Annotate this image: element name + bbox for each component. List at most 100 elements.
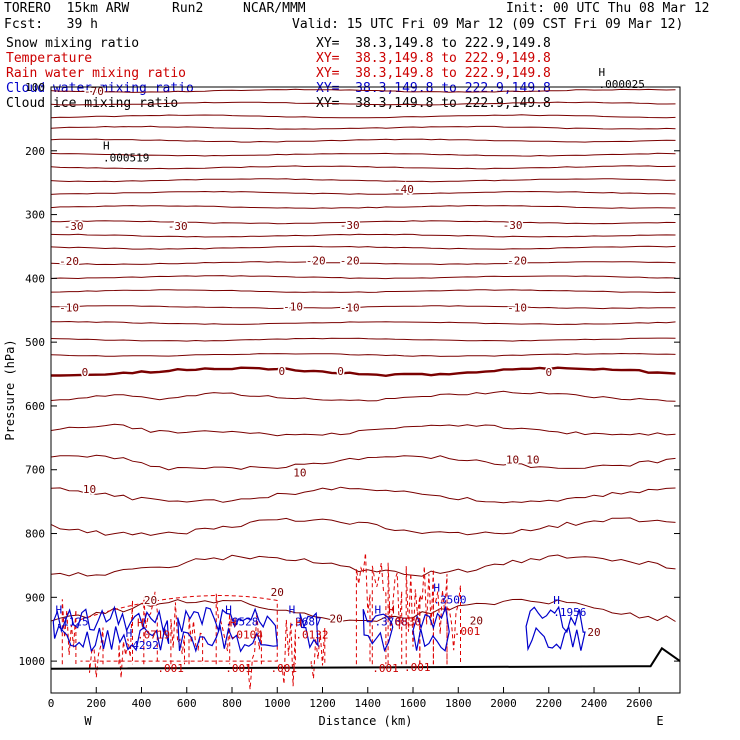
x-tick-label: 400	[132, 697, 152, 710]
cloud-water-contour	[412, 605, 450, 652]
maximum-marker: H	[56, 604, 63, 617]
x-tick-label: 600	[177, 697, 197, 710]
x-tick-label: 1000	[264, 697, 291, 710]
x-tick-label: 2000	[490, 697, 517, 710]
maximum-marker: H	[230, 616, 237, 629]
x-tick-label: 2400	[581, 697, 608, 710]
maximum-marker: H	[599, 66, 606, 79]
west-label: W	[84, 714, 92, 728]
x-tick-label: 2200	[536, 697, 563, 710]
temperature-label: 10	[526, 454, 539, 467]
plot-frame	[50, 86, 681, 694]
field-name-cloud-ice: Cloud ice mixing ratio	[6, 96, 179, 111]
maximum-marker: H	[103, 139, 110, 152]
temperature-label: -30	[340, 219, 360, 232]
maximum-marker: H	[289, 604, 296, 617]
maximum-marker: H	[375, 604, 382, 617]
maximum-value: .001	[454, 625, 481, 638]
rain-contour	[355, 552, 371, 665]
temperature-label: -40	[394, 183, 414, 196]
field-xy-snow: XY= 38.3,149.8 to 222.9,149.8	[316, 36, 551, 51]
isotherm-line	[51, 337, 676, 342]
isotherm-line	[51, 454, 676, 471]
y-tick-label: 400	[25, 272, 45, 285]
rain-contour	[405, 566, 421, 665]
field-name-temperature: Temperature	[6, 51, 93, 66]
maximum-value: .1956	[553, 606, 586, 619]
rain-contour	[170, 602, 185, 665]
contour-labels: -70-40-30 -30 -30 -30-20 -20 -20 -20-10 -10 -10-…	[56, 66, 645, 675]
isotherm-line	[51, 204, 676, 209]
field-name-rain: Rain water mixing ratio	[6, 66, 187, 81]
forecast-hour: Fcst: 39 h	[4, 17, 98, 32]
maximum-value: .8528	[225, 616, 258, 629]
y-tick-label: 300	[25, 209, 45, 222]
isotherm-line	[51, 275, 676, 280]
temperature-label: 20	[329, 612, 342, 625]
x-tick-label: 1800	[445, 697, 472, 710]
temperature-label: 20	[470, 614, 483, 627]
isotherm-line	[51, 178, 676, 183]
x-tick-label: 2600	[626, 697, 653, 710]
maximum-marker: H	[433, 581, 440, 594]
x-tick-label: 1400	[355, 697, 382, 710]
init-time: Init: 00 UTC Thu 08 Mar 12	[506, 1, 710, 16]
y-tick-label: 600	[25, 400, 45, 413]
isotherm-line	[51, 245, 676, 250]
x-tick-label: 800	[222, 697, 242, 710]
y-tick-label: 500	[25, 336, 45, 349]
rain-contour	[143, 591, 158, 665]
temperature-label: 10	[83, 483, 96, 496]
isotherm-line	[51, 517, 676, 536]
maximum-marker: H	[553, 594, 560, 607]
maximum-marker: H	[295, 616, 302, 629]
maximum-value: .001	[270, 662, 297, 675]
rain-water-contours	[61, 552, 461, 690]
rain-contour	[281, 619, 296, 687]
maximum-value: .3687	[289, 616, 322, 629]
x-tick-label: 200	[86, 697, 106, 710]
temperature-label: -10	[283, 300, 303, 313]
rain-contour	[61, 599, 77, 665]
field-name-snow: Snow mixing ratio	[6, 36, 140, 51]
temperature-label: -20	[507, 255, 527, 268]
field-xy-temperature: XY= 38.3,149.8 to 222.9,149.8	[316, 51, 551, 66]
rain-contour	[89, 627, 104, 678]
rain-contour	[419, 566, 434, 665]
y-tick-label: 100	[25, 81, 45, 94]
x-tick-label: 0	[48, 697, 55, 710]
maximum-value: .001	[372, 662, 399, 675]
rain-contour	[387, 562, 403, 665]
isotherm-line	[51, 101, 676, 106]
isotherm-line	[51, 486, 676, 504]
rain-contour	[118, 600, 133, 678]
maximum-value: .3768	[375, 616, 408, 629]
cloud-water-contours	[52, 605, 586, 653]
temperature-label: 10	[293, 466, 306, 479]
temperature-label: -20	[59, 255, 79, 268]
isotherm-line	[51, 289, 676, 294]
isotherm-line	[51, 320, 676, 326]
isotherm-line	[51, 390, 676, 402]
rain-contour	[446, 585, 461, 665]
y-tick-label: 1000	[19, 655, 46, 668]
cloud-water-contour	[362, 609, 394, 653]
maximum-marker: H	[388, 604, 395, 617]
temperature-label: -30	[64, 220, 84, 233]
cloud-water-contour	[177, 606, 278, 653]
y-tick-label: 200	[25, 145, 45, 158]
east-label: E	[656, 714, 663, 728]
isotherm-line	[51, 125, 676, 130]
isotherm-line	[51, 152, 676, 157]
field-xy-rain: XY= 38.3,149.8 to 222.9,149.8	[316, 66, 551, 81]
run-label: Run2	[172, 1, 204, 16]
y-axis-label: Pressure (hPa)	[3, 339, 17, 440]
ground-line	[50, 646, 681, 670]
rain-contour	[80, 595, 278, 662]
temperature-label: 10	[506, 454, 519, 467]
maximum-value: .001	[225, 662, 252, 675]
maximum-value: .001	[404, 661, 431, 674]
temperature-label: -20	[340, 255, 360, 268]
cloud-water-contour	[52, 605, 170, 653]
